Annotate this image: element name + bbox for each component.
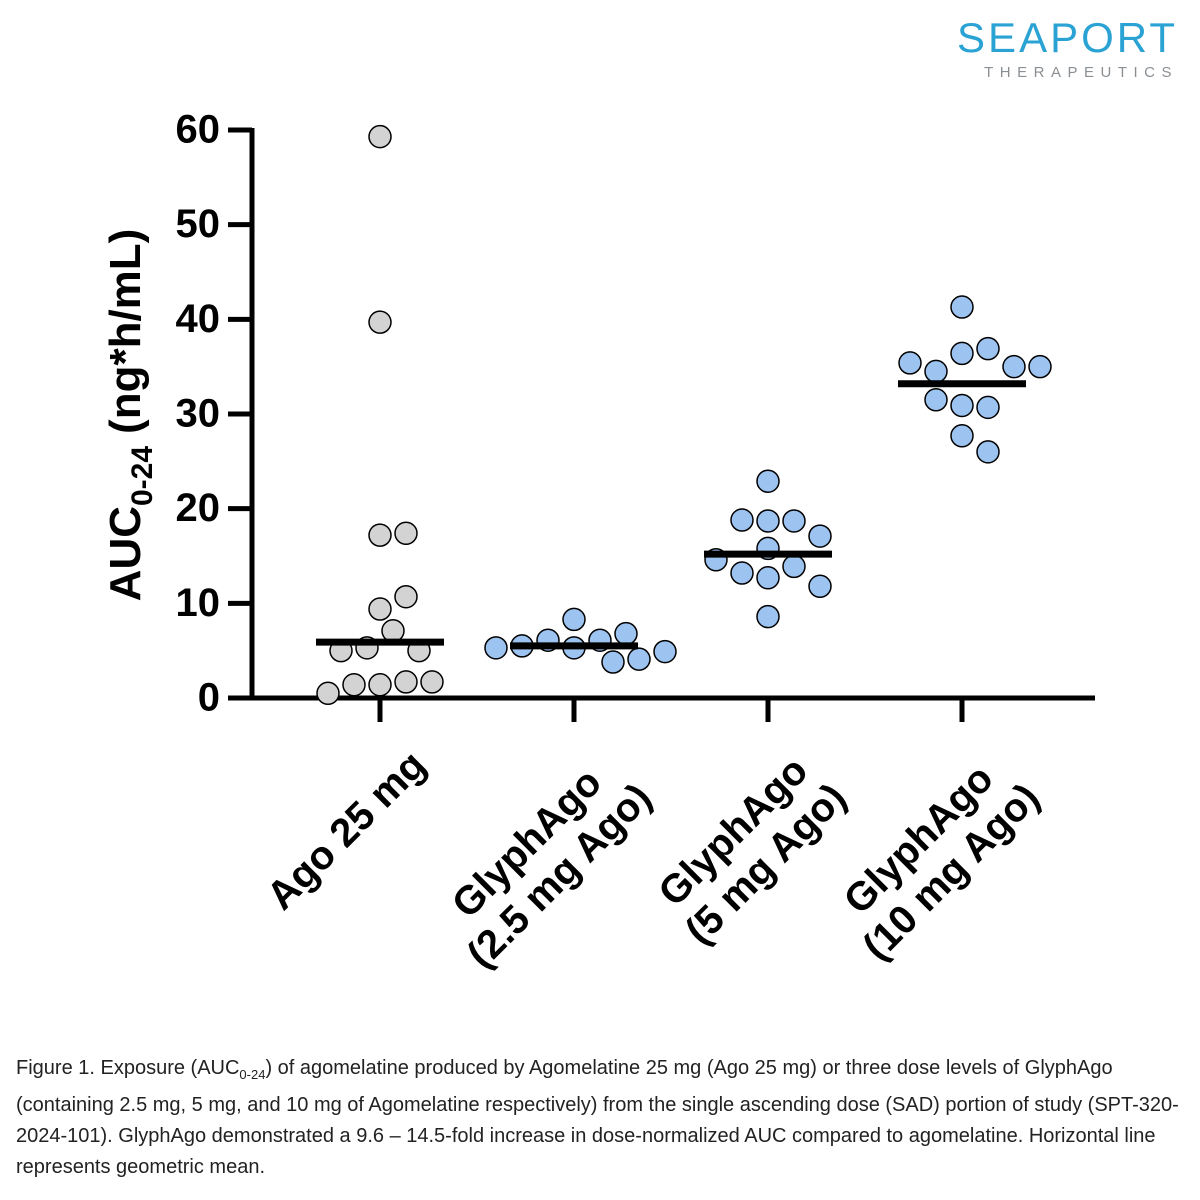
data-point bbox=[756, 469, 780, 493]
data-point bbox=[730, 508, 754, 532]
data-point bbox=[808, 524, 832, 548]
data-point bbox=[484, 636, 508, 660]
data-point bbox=[601, 650, 625, 674]
data-point bbox=[368, 310, 392, 334]
data-point bbox=[394, 670, 418, 694]
data-point bbox=[976, 440, 1000, 464]
data-point bbox=[924, 388, 948, 412]
data-point bbox=[976, 336, 1000, 361]
chart: AUC0-24 (ng*h/mL) 0 10 20 30 40 50 60 bbox=[101, 108, 1095, 722]
caption-text: Figure 1. Exposure (AUC bbox=[16, 1057, 240, 1079]
data-point bbox=[924, 359, 948, 384]
y-tick-label: 10 bbox=[176, 581, 221, 625]
y-tick-label: 30 bbox=[176, 392, 221, 436]
data-point bbox=[756, 604, 780, 629]
data-point bbox=[368, 523, 392, 547]
caption-text: ) of agomelatine produced by Agomelatine… bbox=[16, 1057, 1179, 1178]
data-point bbox=[394, 521, 418, 546]
y-axis-label: AUC0-24 (ng*h/mL) bbox=[101, 229, 159, 602]
data-point bbox=[368, 597, 392, 621]
data-point bbox=[653, 639, 677, 664]
data-point bbox=[756, 566, 780, 590]
data-point bbox=[562, 607, 586, 632]
data-point bbox=[976, 395, 1000, 420]
data-point bbox=[368, 672, 392, 697]
y-label-unit: (ng*h/mL) bbox=[101, 229, 150, 434]
data-point bbox=[950, 424, 974, 448]
y-tick-label: 60 bbox=[176, 108, 221, 152]
logo-name: SEAPORT bbox=[957, 14, 1178, 61]
data-point bbox=[950, 295, 974, 319]
data-point bbox=[950, 393, 974, 418]
data-point bbox=[342, 672, 366, 697]
y-tick-label: 20 bbox=[176, 486, 221, 530]
data-point bbox=[730, 561, 754, 585]
data-point bbox=[898, 351, 922, 375]
data-point bbox=[627, 647, 651, 671]
caption-subscript: 0-24 bbox=[239, 1067, 266, 1082]
data-point bbox=[614, 621, 638, 646]
data-point bbox=[950, 341, 974, 366]
data-point bbox=[782, 554, 806, 579]
y-tick-label: 50 bbox=[176, 202, 221, 246]
data-point bbox=[1028, 354, 1052, 379]
data-point bbox=[808, 574, 832, 599]
y-label: AUC bbox=[101, 506, 150, 601]
data-point bbox=[756, 509, 780, 533]
caption: Figure 1. Exposure (AUC0-24) of agomelat… bbox=[16, 1053, 1188, 1183]
y-tick-label: 0 bbox=[198, 676, 220, 720]
data-point bbox=[782, 509, 806, 533]
y-tick-label: 40 bbox=[176, 297, 221, 341]
data-point bbox=[381, 619, 405, 643]
y-label-subscript: 0-24 bbox=[126, 446, 159, 506]
data-point bbox=[420, 670, 444, 694]
logo-tagline: THERAPEUTICS bbox=[984, 64, 1178, 81]
data-point bbox=[394, 584, 418, 609]
data-point bbox=[1002, 354, 1026, 379]
data-point bbox=[316, 681, 340, 706]
data-point bbox=[368, 124, 392, 149]
